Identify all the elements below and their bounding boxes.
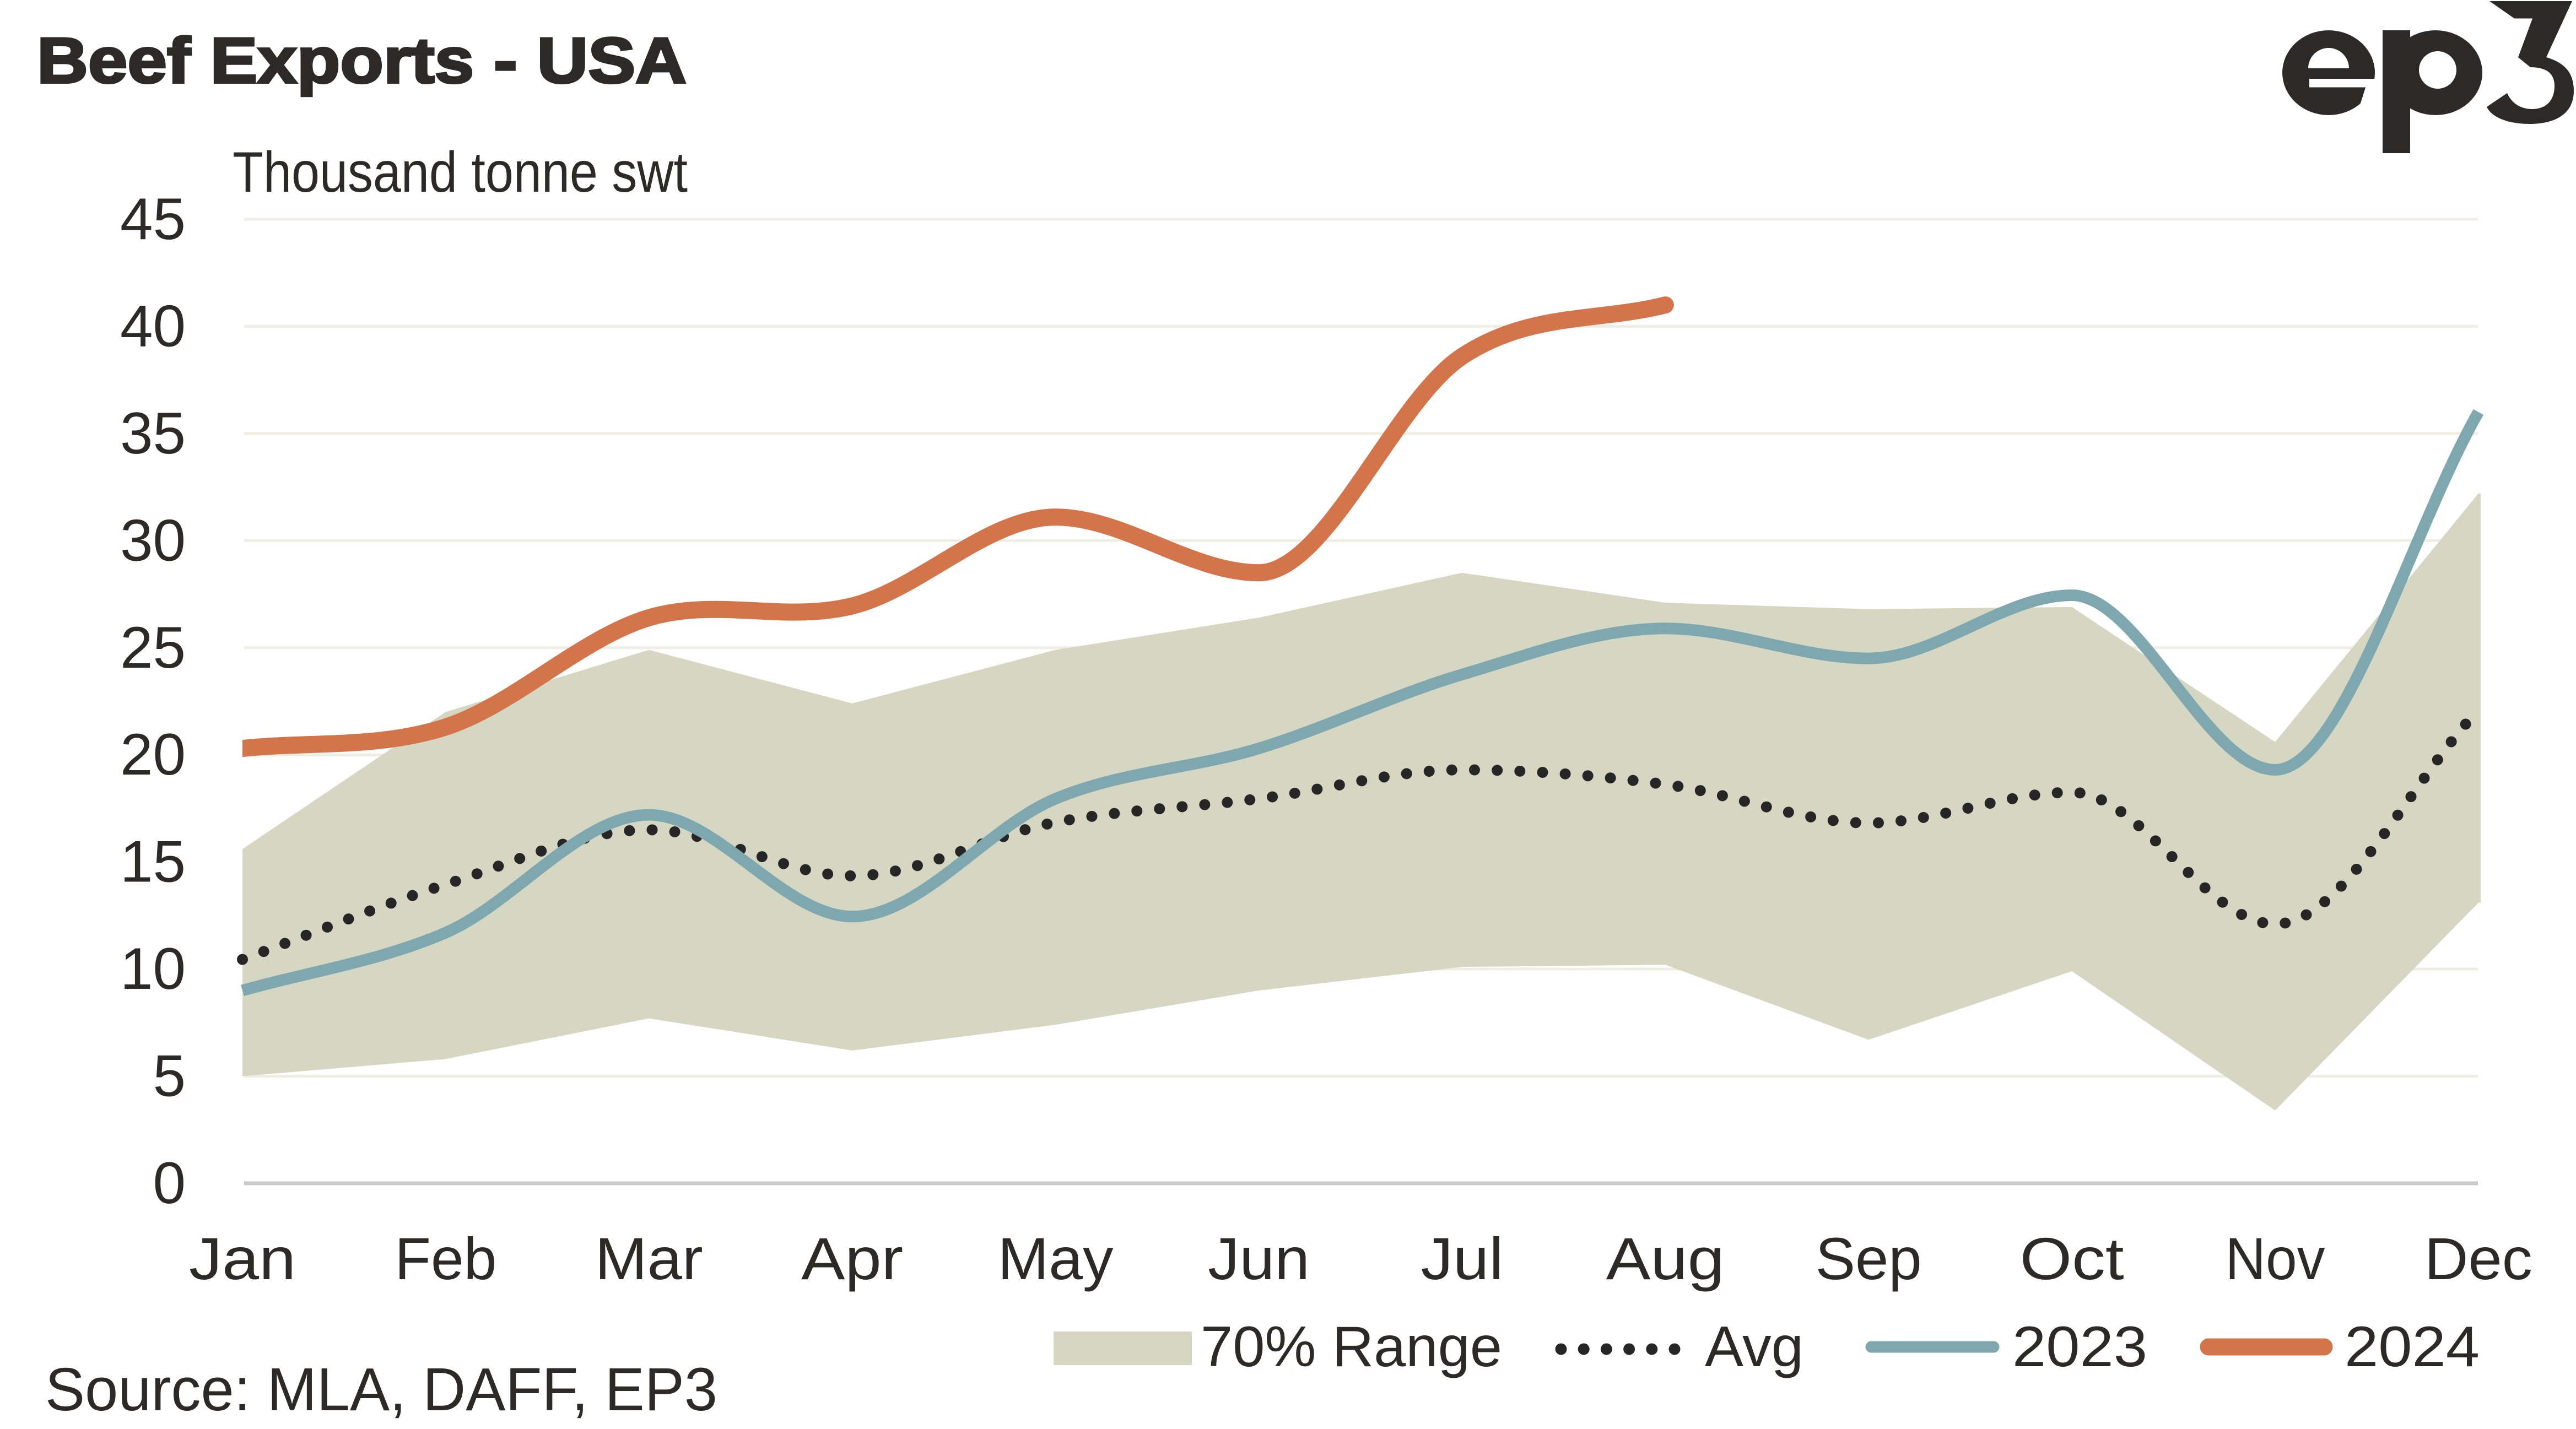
svg-text:0: 0 bbox=[153, 1150, 186, 1216]
svg-text:30: 30 bbox=[120, 507, 186, 573]
svg-text:2024: 2024 bbox=[2345, 1315, 2480, 1379]
svg-text:Mar: Mar bbox=[595, 1225, 703, 1292]
svg-text:Jul: Jul bbox=[1421, 1225, 1503, 1292]
svg-text:Jan: Jan bbox=[189, 1225, 296, 1292]
svg-text:Thousand tonne swt: Thousand tonne swt bbox=[233, 140, 688, 204]
svg-text:70% Range: 70% Range bbox=[1201, 1315, 1502, 1379]
svg-text:Nov: Nov bbox=[2226, 1225, 2325, 1292]
svg-text:Avg: Avg bbox=[1705, 1315, 1803, 1379]
svg-text:Aug: Aug bbox=[1606, 1225, 1725, 1292]
svg-text:Feb: Feb bbox=[395, 1225, 496, 1292]
svg-text:Source: MLA, DAFF, EP3: Source: MLA, DAFF, EP3 bbox=[45, 1356, 717, 1423]
svg-text:25: 25 bbox=[120, 614, 186, 680]
svg-text:15: 15 bbox=[120, 829, 186, 895]
svg-text:Sep: Sep bbox=[1816, 1225, 1922, 1292]
svg-text:Oct: Oct bbox=[2020, 1225, 2124, 1292]
svg-text:May: May bbox=[998, 1225, 1114, 1292]
svg-text:40: 40 bbox=[120, 293, 186, 359]
svg-text:5: 5 bbox=[153, 1043, 186, 1109]
svg-text:35: 35 bbox=[120, 400, 186, 466]
svg-text:Apr: Apr bbox=[801, 1225, 903, 1292]
svg-text:10: 10 bbox=[120, 935, 186, 1002]
svg-text:Jun: Jun bbox=[1208, 1225, 1310, 1292]
svg-text:45: 45 bbox=[120, 186, 186, 252]
svg-text:Beef Exports - USA: Beef Exports - USA bbox=[37, 24, 687, 96]
svg-text:Dec: Dec bbox=[2424, 1225, 2532, 1292]
svg-text:2023: 2023 bbox=[2012, 1315, 2147, 1379]
svg-text:20: 20 bbox=[120, 721, 186, 787]
